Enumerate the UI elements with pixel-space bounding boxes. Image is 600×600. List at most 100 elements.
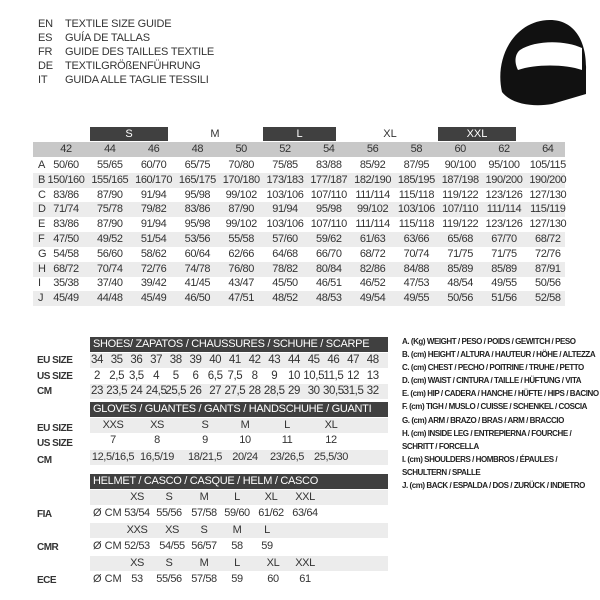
table-cell: 60/70 [140, 159, 167, 171]
table-cell: 27,5 [224, 385, 246, 397]
table-cell: 30,5 [322, 385, 344, 397]
table-cell: 83/86 [53, 218, 79, 231]
title-line: DE TEXTILGRÖßENFÜHRUNG [38, 60, 201, 72]
table-cell: 48/54 [447, 277, 473, 290]
table-cell: 66/70 [316, 247, 342, 260]
table-cell: 68/72 [53, 262, 79, 275]
unit-label: Ø CM [93, 507, 122, 519]
table-cell: 115/119 [530, 203, 566, 216]
column-header: 58 [410, 143, 423, 155]
title-line: IT GUIDA ALLE TAGLIE TESSILI [38, 74, 209, 86]
language-code: IT [38, 74, 48, 86]
table-cell: 35 [110, 354, 123, 366]
table-cell: 55/65 [97, 159, 123, 171]
table-cell: 64/68 [272, 247, 298, 260]
size-cell: L [234, 491, 240, 503]
table-cell: 82/86 [359, 262, 386, 275]
row-label: FIA [37, 509, 52, 520]
table-cell: 52/58 [535, 292, 561, 305]
column-header: 46 [147, 143, 160, 155]
column-header: 62 [498, 143, 510, 155]
language-code: EN [38, 18, 53, 30]
table-cell: 26 [189, 385, 202, 397]
table-cell: 119/122 [442, 188, 479, 201]
table-cell: 115/118 [398, 188, 435, 201]
table-cell: 80/84 [316, 262, 342, 275]
table-cell: 103/106 [266, 188, 304, 201]
table-cell: 165/175 [178, 173, 216, 186]
size-cell: M [199, 557, 209, 569]
table-cell: 63/64 [292, 507, 318, 519]
table-cell: 51/54 [140, 233, 167, 245]
table-cell: 8 [154, 434, 160, 446]
column-header: 64 [542, 143, 554, 155]
table-cell: 62/66 [228, 247, 254, 260]
table-cell: 76/80 [228, 262, 254, 275]
size-cell: XS [130, 491, 144, 503]
table-cell: 84/88 [403, 262, 430, 275]
table-cell: 55/56 [156, 507, 182, 519]
table-cell: 49/55 [491, 277, 517, 290]
row-label: G [38, 247, 47, 260]
table-cell: 24 [130, 385, 143, 397]
gloves-header: GLOVES / GUANTES / GANTS / HANDSCHUHE / … [90, 402, 388, 417]
row-label: I [38, 277, 42, 290]
table-cell: 49/55 [403, 292, 430, 305]
legend-line: SCHULTERN / SPALLE [402, 467, 481, 477]
title-line: ES GUÍA DE TALLAS [38, 32, 150, 44]
table-cell: 85/92 [359, 159, 386, 171]
table-cell: 28,5 [263, 385, 285, 397]
row-band [90, 490, 388, 505]
table-cell: 71/74 [53, 203, 79, 216]
table-cell: 111/114 [355, 218, 390, 231]
table-cell: 46/52 [359, 277, 386, 290]
size-cell: S [200, 524, 208, 536]
table-cell: 40 [209, 354, 222, 366]
row-label: CM [37, 455, 52, 466]
table-cell: 107/110 [310, 218, 348, 231]
table-cell: S [201, 419, 209, 431]
table-cell: 119/122 [442, 218, 479, 231]
table-cell: 20/24 [232, 451, 258, 463]
table-cell: 46/50 [184, 292, 211, 305]
legend-line: A. (Kg) WEIGHT / PESO / POIDS / GEWITCH … [402, 337, 576, 346]
row-label: US SIZE [37, 438, 73, 449]
size-cell: S [165, 557, 173, 569]
table-cell: 44/48 [97, 292, 123, 305]
table-cell: 11 [281, 434, 293, 446]
table-cell: 127/130 [529, 218, 567, 231]
table-cell: 25,5 [165, 385, 187, 397]
language-code: DE [38, 60, 53, 72]
table-cell: 78/82 [272, 262, 298, 275]
table-cell: 67/70 [491, 233, 517, 245]
size-cell: L [234, 557, 240, 569]
table-cell: 44 [288, 354, 300, 366]
table-cell: 87/90 [228, 203, 254, 216]
table-cell: 16,5/19 [140, 451, 174, 463]
table-cell: 50/60 [53, 159, 79, 171]
table-cell: 2,5 [109, 369, 125, 382]
table-cell: 54/58 [53, 247, 79, 260]
table-cell: 61/63 [359, 233, 386, 245]
size-cell: L [264, 524, 270, 536]
row-label: C [38, 188, 46, 201]
measurement-legend: A. (Kg) WEIGHT / PESO / POIDS / GEWITCH … [402, 335, 599, 492]
table-cell: 23,5 [106, 385, 128, 397]
table-cell: 155/165 [91, 173, 129, 186]
table-cell: 85/89 [491, 262, 517, 275]
table-cell: 111/114 [355, 188, 390, 201]
helmet-header: HELMET / CASCO / CASQUE / HELM / CASCO [90, 474, 388, 489]
table-cell: 46/51 [316, 277, 342, 290]
table-cell: 182/190 [354, 173, 392, 186]
shoes-header: SHOES/ ZAPATOS / CHAUSSURES / SCHUHE / S… [90, 337, 388, 352]
table-cell: 111/114 [486, 203, 522, 216]
table-cell: 71/75 [447, 247, 473, 260]
table-cell: 63/66 [403, 233, 430, 245]
table-cell: 58 [231, 540, 243, 552]
table-cell: 35/38 [53, 277, 79, 290]
helmet-icon [500, 20, 587, 106]
table-cell: 7 [110, 434, 116, 446]
table-cell: 47/50 [53, 233, 79, 245]
title-line: EN TEXTILE SIZE GUIDE [38, 18, 172, 30]
table-cell: 185/195 [397, 173, 435, 186]
